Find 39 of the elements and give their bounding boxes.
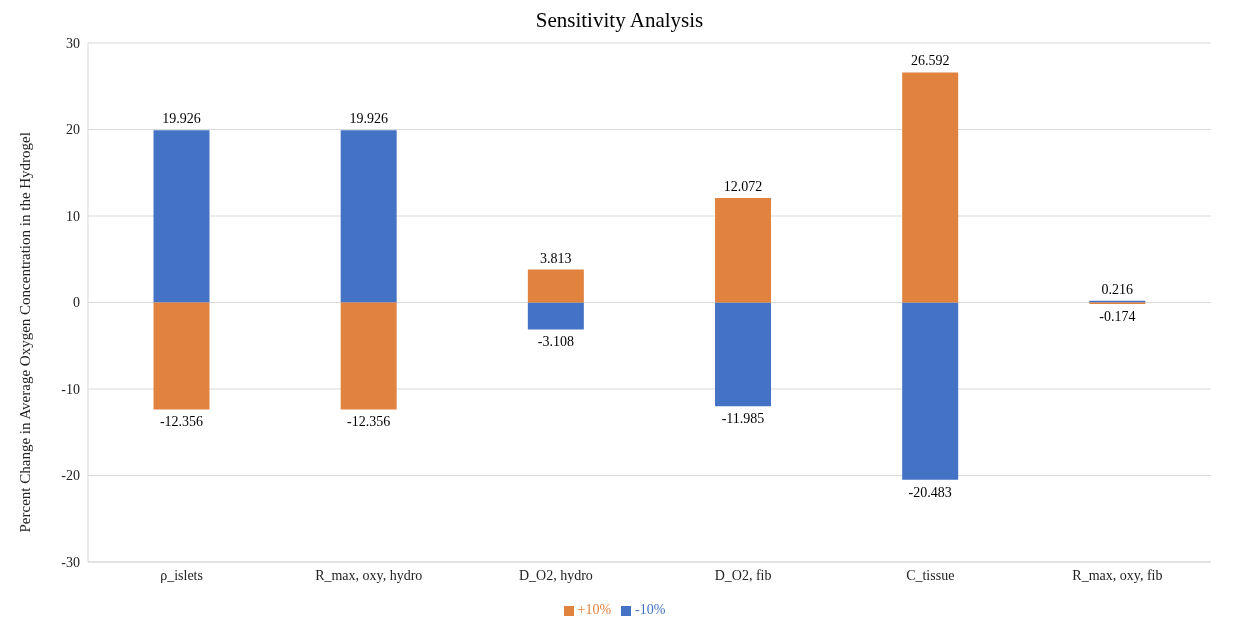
bar: [902, 72, 959, 303]
data-label: 26.592: [910, 53, 950, 69]
x-tick-label: R_max, oxy, hydro: [315, 567, 423, 583]
x-tick-label: R_max, oxy, fib: [1072, 567, 1163, 583]
y-tick-label: -20: [61, 468, 80, 484]
x-tick-label: ρ_islets: [160, 567, 203, 583]
y-tick-label: 0: [73, 295, 80, 311]
y-axis-title: Percent Change in Average Oxygen Concentration in the Hydrogel: [17, 132, 34, 533]
x-tick-label: D_O2, hydro: [518, 567, 593, 583]
data-label: 3.813: [540, 250, 572, 266]
bar: [527, 269, 584, 303]
y-tick-label: 10: [66, 208, 80, 224]
bar: [153, 302, 210, 410]
data-label: -20.483: [908, 484, 952, 500]
bar: [715, 198, 772, 303]
data-label: 12.072: [723, 179, 763, 195]
bar: [902, 302, 959, 480]
x-tick-label: C_tissue: [906, 567, 955, 583]
data-label: -12.356: [159, 414, 204, 430]
bar: [153, 130, 210, 303]
y-tick-label: 30: [66, 35, 80, 51]
y-tick-label: -30: [61, 554, 80, 570]
x-tick-label: D_O2, fib: [714, 567, 772, 583]
legend-label: +10%: [577, 602, 612, 617]
bar: [715, 302, 772, 407]
chart-title: Sensitivity Analysis: [534, 8, 705, 33]
data-label: -3.108: [537, 334, 574, 350]
bar: [340, 302, 397, 410]
bar: [340, 130, 397, 303]
y-tick-label: -10: [61, 381, 80, 397]
data-label: -0.174: [1099, 309, 1136, 325]
legend-label: -10%: [635, 602, 666, 617]
data-label: 19.926: [162, 111, 201, 127]
bar: [527, 302, 584, 330]
data-label: 19.926: [349, 111, 388, 127]
data-label: 0.216: [1101, 281, 1134, 297]
data-label: -12.356: [347, 414, 391, 430]
y-tick-label: 20: [66, 122, 80, 138]
data-label: -11.985: [721, 411, 765, 427]
